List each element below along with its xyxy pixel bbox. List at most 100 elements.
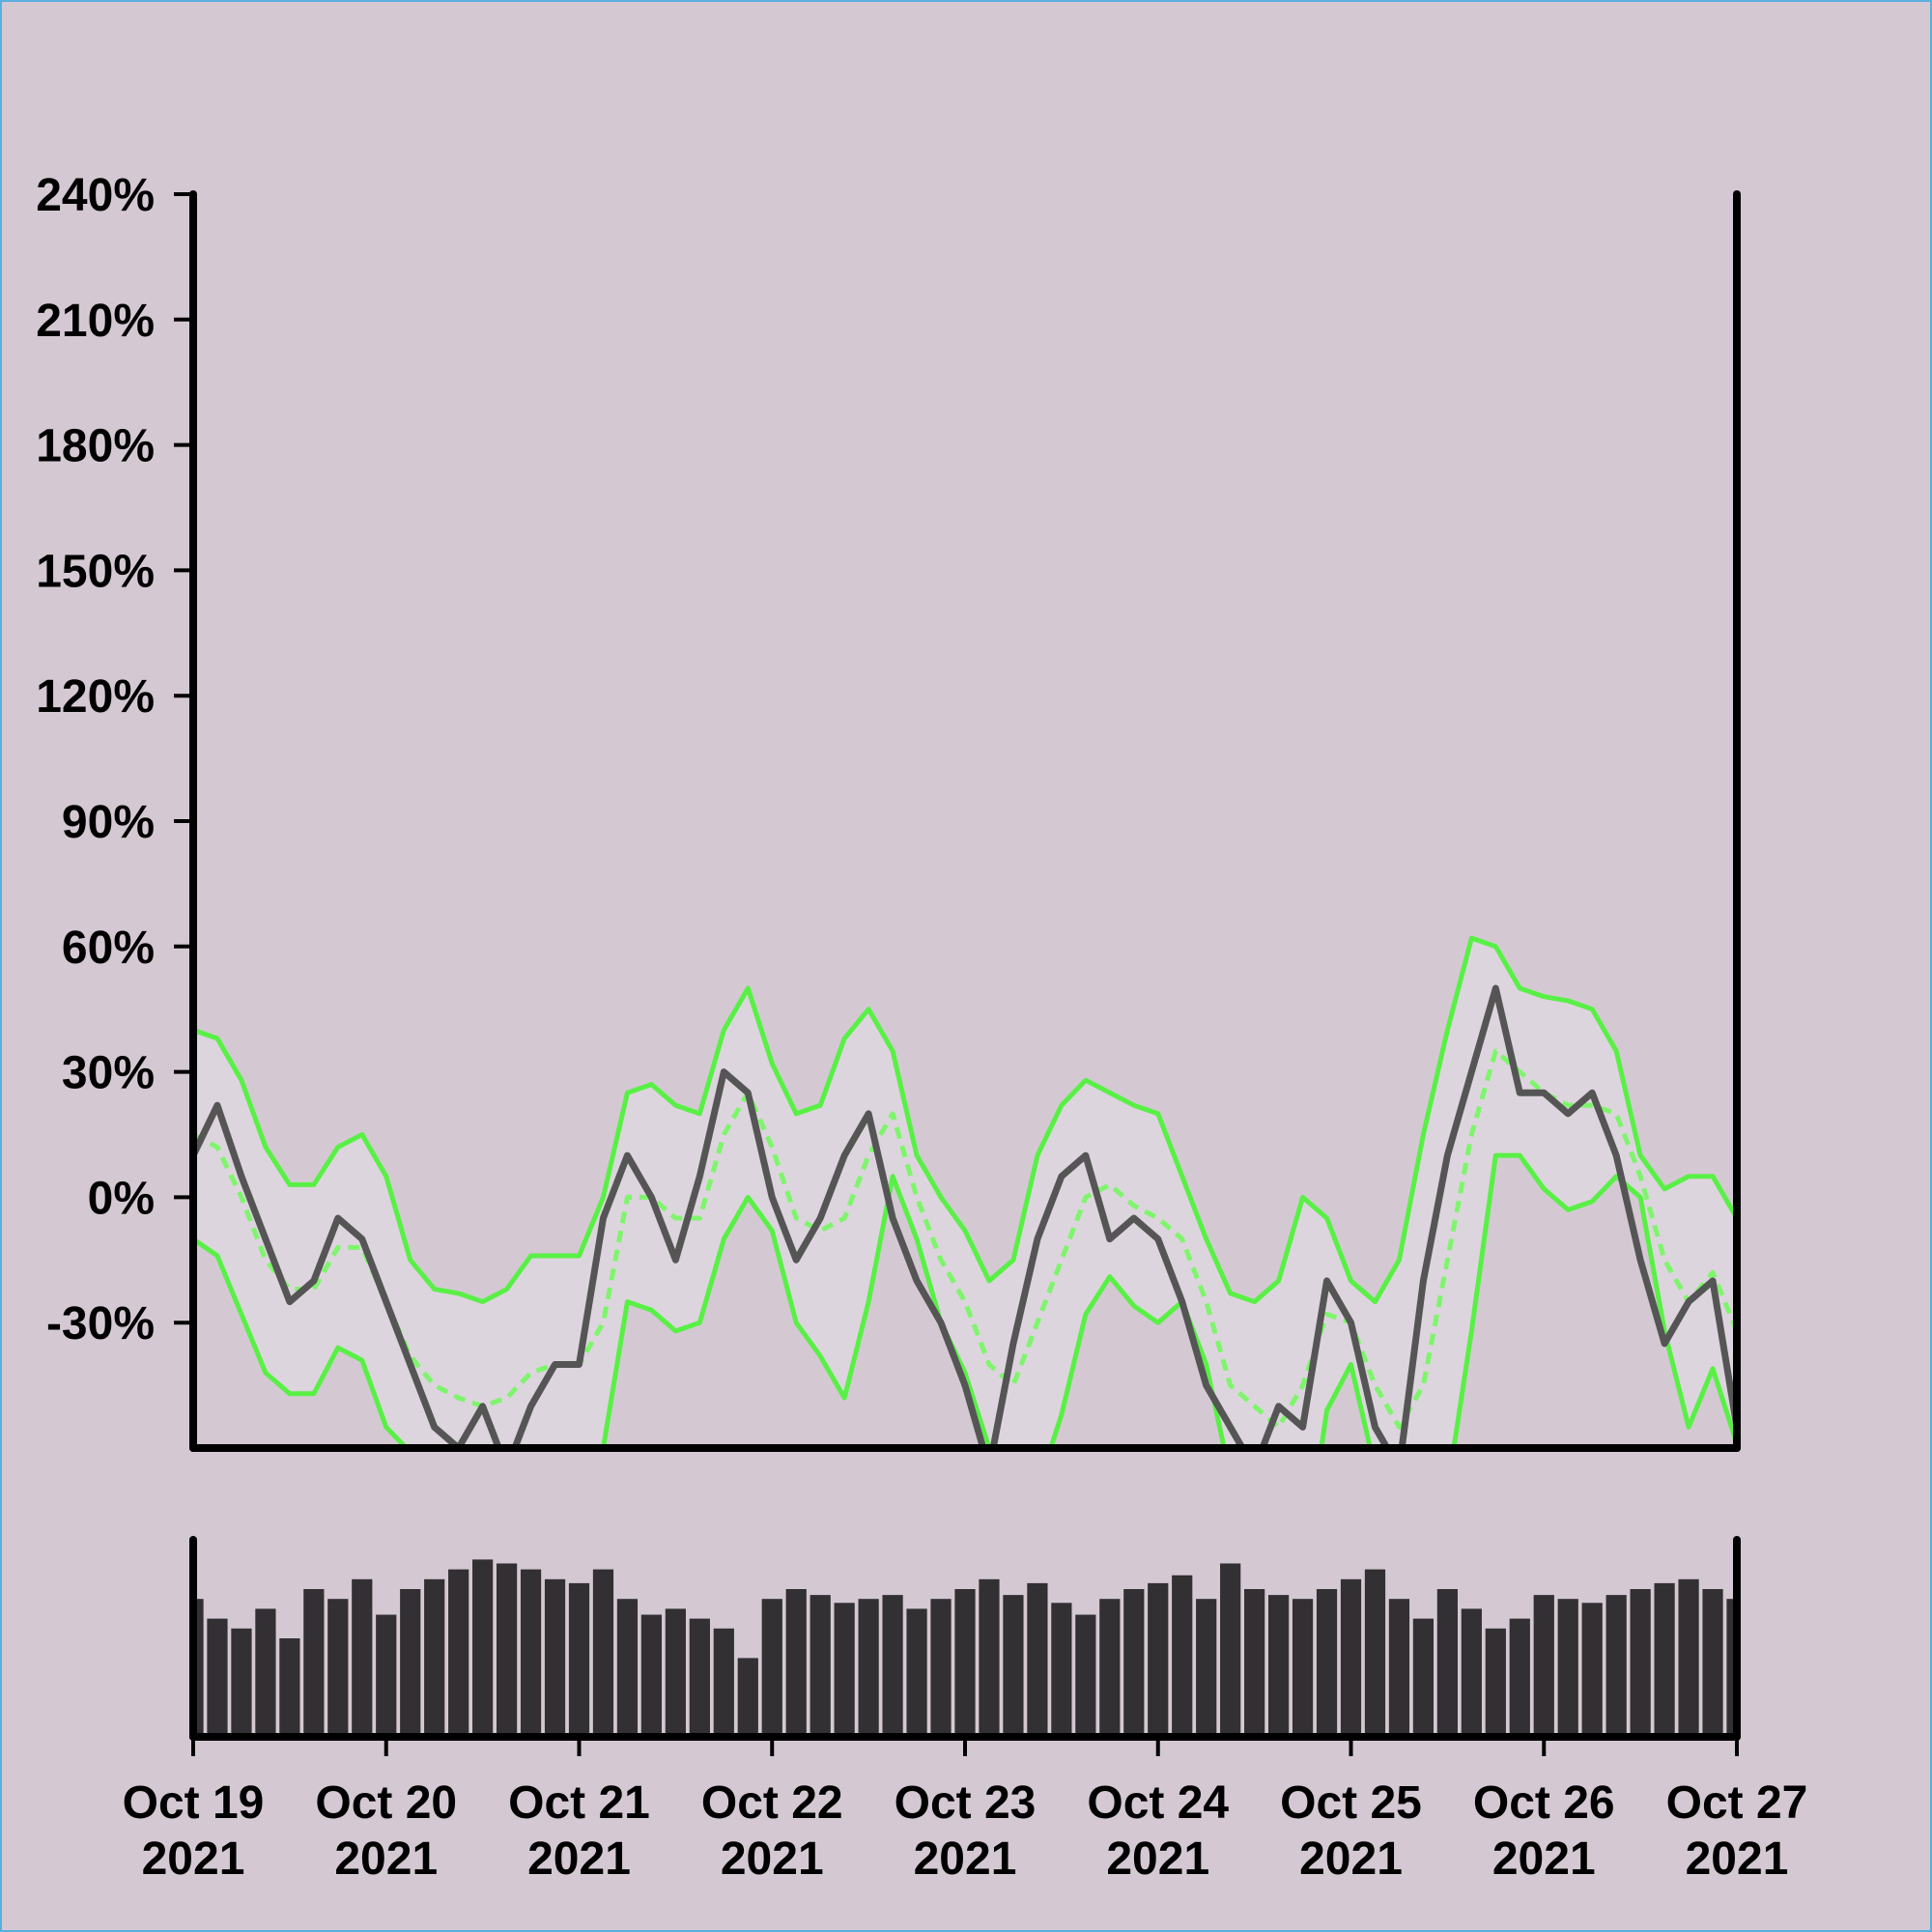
x-tick-label: Oct 23 bbox=[895, 1777, 1037, 1829]
volume-bar bbox=[568, 1582, 590, 1737]
volume-bar bbox=[1485, 1628, 1506, 1737]
volume-bar bbox=[665, 1608, 686, 1737]
x-tick-label: 2021 bbox=[1686, 1833, 1789, 1885]
volume-bar bbox=[1557, 1599, 1578, 1737]
volume-bar bbox=[1509, 1618, 1530, 1737]
volume-bar bbox=[1678, 1578, 1699, 1737]
volume-bar bbox=[979, 1578, 1000, 1737]
band-line bbox=[193, 935, 1737, 1305]
volume-bar bbox=[761, 1599, 782, 1737]
volume-bar bbox=[1412, 1618, 1435, 1737]
x-tick-label: 2021 bbox=[1299, 1833, 1403, 1885]
volume-bar bbox=[193, 1599, 204, 1737]
y-tick-label: 240% bbox=[36, 170, 155, 221]
y-tick-label: 30% bbox=[62, 1048, 155, 1099]
band-line bbox=[193, 1048, 1737, 1430]
x-tick-label: Oct 22 bbox=[701, 1777, 843, 1829]
band-line bbox=[193, 1152, 1737, 1448]
volume-bar bbox=[1340, 1578, 1362, 1737]
volume-bar bbox=[1051, 1603, 1072, 1737]
x-tick-label: 2021 bbox=[914, 1833, 1017, 1885]
volume-bar bbox=[858, 1599, 879, 1737]
volume-bar bbox=[689, 1618, 710, 1737]
volume-bar bbox=[520, 1569, 542, 1737]
x-tick-label: Oct 21 bbox=[508, 1777, 650, 1829]
x-tick-label: 2021 bbox=[1492, 1833, 1596, 1885]
volume-bar bbox=[231, 1628, 252, 1737]
volume-bar bbox=[1461, 1608, 1482, 1737]
y-tick-label: 0% bbox=[88, 1173, 155, 1224]
volume-bar bbox=[400, 1589, 421, 1737]
price-line bbox=[193, 984, 1737, 1448]
y-tick-label: 180% bbox=[36, 421, 155, 472]
volume-bar bbox=[930, 1599, 952, 1737]
volume-bar bbox=[1075, 1614, 1096, 1737]
volume-bar bbox=[1220, 1563, 1241, 1737]
x-tick-label: Oct 26 bbox=[1473, 1777, 1615, 1829]
volume-bar bbox=[472, 1559, 494, 1737]
volume-bar bbox=[1726, 1599, 1737, 1737]
y-tick-label: 120% bbox=[36, 671, 155, 723]
y-tick-label: 60% bbox=[62, 923, 155, 974]
volume-bar bbox=[303, 1589, 325, 1737]
y-tick-label: 150% bbox=[36, 546, 155, 597]
x-tick-label: Oct 19 bbox=[123, 1777, 265, 1829]
volume-bar bbox=[1148, 1582, 1169, 1737]
volume-bar bbox=[882, 1595, 903, 1737]
volume-bar bbox=[785, 1589, 807, 1737]
volume-bar bbox=[1172, 1575, 1193, 1737]
volume-bar bbox=[1581, 1603, 1603, 1737]
volume-bar bbox=[1702, 1589, 1723, 1737]
volume-bar bbox=[544, 1578, 566, 1737]
volume-bar bbox=[810, 1595, 831, 1737]
x-tick-label: 2021 bbox=[1106, 1833, 1209, 1885]
volume-bar bbox=[1196, 1599, 1217, 1737]
volume-bar bbox=[352, 1578, 373, 1737]
volume-bar bbox=[1388, 1599, 1410, 1737]
volume-bar bbox=[1267, 1595, 1290, 1737]
volume-bar bbox=[376, 1614, 397, 1737]
x-tick-label: 2021 bbox=[334, 1833, 438, 1885]
x-tick-label: 2021 bbox=[527, 1833, 631, 1885]
volume-bar bbox=[1027, 1582, 1048, 1737]
volume-bar bbox=[448, 1569, 469, 1737]
y-tick-label: -30% bbox=[46, 1298, 155, 1350]
volume-bar bbox=[1364, 1569, 1386, 1737]
volume-bar bbox=[1244, 1589, 1265, 1737]
volume-bar bbox=[1533, 1595, 1554, 1737]
volume-bar bbox=[592, 1569, 614, 1737]
volume-bar bbox=[496, 1563, 518, 1737]
volume-bar bbox=[279, 1638, 300, 1737]
volume-bar bbox=[1099, 1599, 1121, 1737]
volume-bar bbox=[640, 1614, 663, 1737]
volume-bar bbox=[1630, 1589, 1651, 1737]
volume-bar bbox=[906, 1608, 927, 1737]
x-tick-label: Oct 27 bbox=[1666, 1777, 1808, 1829]
volume-bar bbox=[1605, 1595, 1627, 1737]
plot-area bbox=[193, 935, 1737, 1448]
x-tick-label: 2021 bbox=[142, 1833, 245, 1885]
volume-bar bbox=[1292, 1599, 1314, 1737]
y-tick-label: 210% bbox=[36, 296, 155, 347]
volume-bar bbox=[424, 1578, 445, 1737]
volume-bar bbox=[1123, 1589, 1145, 1737]
volume-bar bbox=[954, 1589, 976, 1737]
volume-bar bbox=[1654, 1582, 1675, 1737]
x-tick-label: Oct 25 bbox=[1280, 1777, 1422, 1829]
volume-bar bbox=[327, 1599, 349, 1737]
x-tick-label: Oct 24 bbox=[1087, 1777, 1229, 1829]
volume-bar bbox=[255, 1608, 276, 1737]
y-tick-label: 90% bbox=[62, 797, 155, 848]
volume-bar bbox=[1436, 1589, 1458, 1737]
volume-bar bbox=[207, 1618, 228, 1737]
volume-bar bbox=[713, 1628, 734, 1737]
volume-bar bbox=[737, 1658, 758, 1737]
x-tick-label: Oct 20 bbox=[315, 1777, 457, 1829]
volume-bar bbox=[1003, 1595, 1024, 1737]
volume-bar bbox=[834, 1603, 855, 1737]
volume-bar bbox=[1316, 1589, 1338, 1737]
volume-bar bbox=[616, 1599, 639, 1737]
x-tick-label: 2021 bbox=[721, 1833, 824, 1885]
